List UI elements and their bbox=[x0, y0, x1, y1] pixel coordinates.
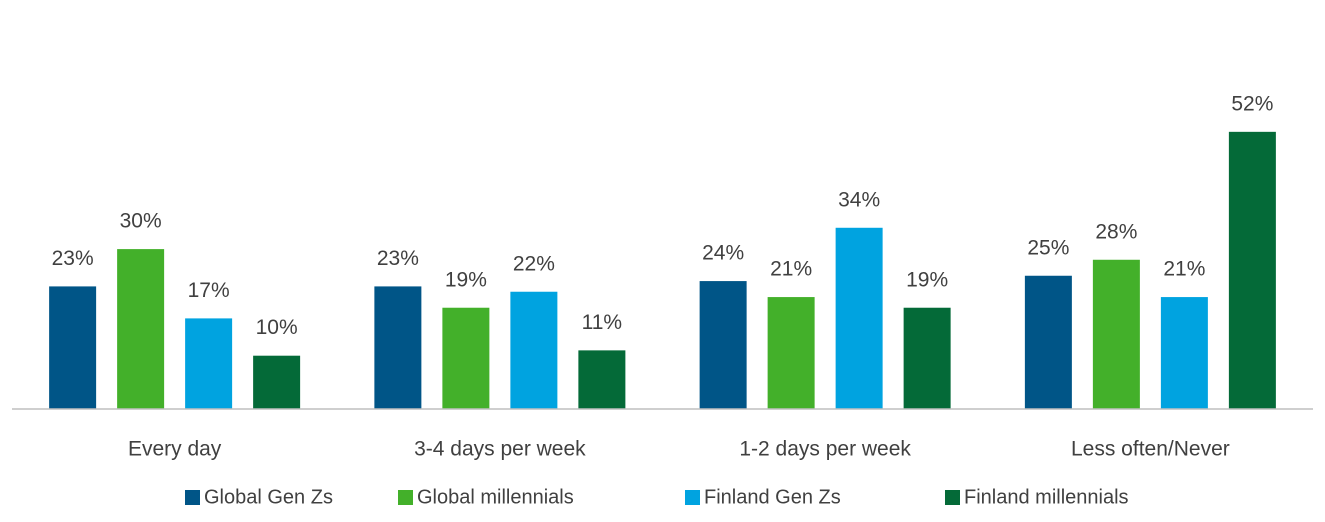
bar bbox=[835, 227, 883, 409]
data-label: 24% bbox=[702, 242, 744, 265]
legend-swatch bbox=[685, 490, 700, 505]
bar bbox=[117, 249, 165, 409]
data-label: 34% bbox=[838, 188, 880, 211]
bar bbox=[578, 350, 626, 409]
x-tick-label: Every day bbox=[128, 438, 222, 461]
x-tick-label: Less often/Never bbox=[1071, 438, 1230, 461]
legend-swatch bbox=[185, 490, 200, 505]
bar bbox=[1092, 259, 1140, 409]
bar bbox=[374, 286, 422, 409]
data-label: 23% bbox=[377, 247, 419, 270]
legend-label: Finland millennials bbox=[964, 486, 1129, 508]
legend-label: Global Gen Zs bbox=[204, 486, 333, 508]
data-label: 22% bbox=[513, 252, 555, 275]
data-label: 19% bbox=[445, 268, 487, 291]
data-label: 25% bbox=[1027, 236, 1069, 259]
data-label: 28% bbox=[1095, 220, 1137, 243]
data-label: 21% bbox=[1163, 258, 1205, 281]
data-label: 17% bbox=[188, 279, 230, 302]
data-label: 30% bbox=[120, 210, 162, 233]
bar bbox=[1160, 297, 1208, 409]
data-label: 10% bbox=[256, 316, 298, 339]
bar bbox=[442, 307, 490, 409]
data-label: 52% bbox=[1231, 92, 1273, 115]
data-label: 19% bbox=[906, 268, 948, 291]
x-tick-label: 1-2 days per week bbox=[739, 438, 911, 461]
data-label: 23% bbox=[52, 247, 94, 270]
bar bbox=[1024, 275, 1072, 409]
legend-swatch bbox=[398, 490, 413, 505]
bar bbox=[510, 291, 558, 409]
data-label: 21% bbox=[770, 258, 812, 281]
bar bbox=[253, 355, 301, 409]
data-label: 11% bbox=[582, 311, 622, 334]
bar bbox=[185, 318, 233, 409]
legend-swatch bbox=[945, 490, 960, 505]
bar bbox=[767, 297, 815, 409]
bar bbox=[699, 281, 747, 409]
bar bbox=[903, 307, 951, 409]
bar bbox=[49, 286, 97, 409]
x-tick-label: 3-4 days per week bbox=[414, 438, 586, 461]
legend-label: Finland Gen Zs bbox=[704, 486, 841, 508]
bar bbox=[1228, 131, 1276, 409]
legend-label: Global millennials bbox=[417, 486, 574, 508]
